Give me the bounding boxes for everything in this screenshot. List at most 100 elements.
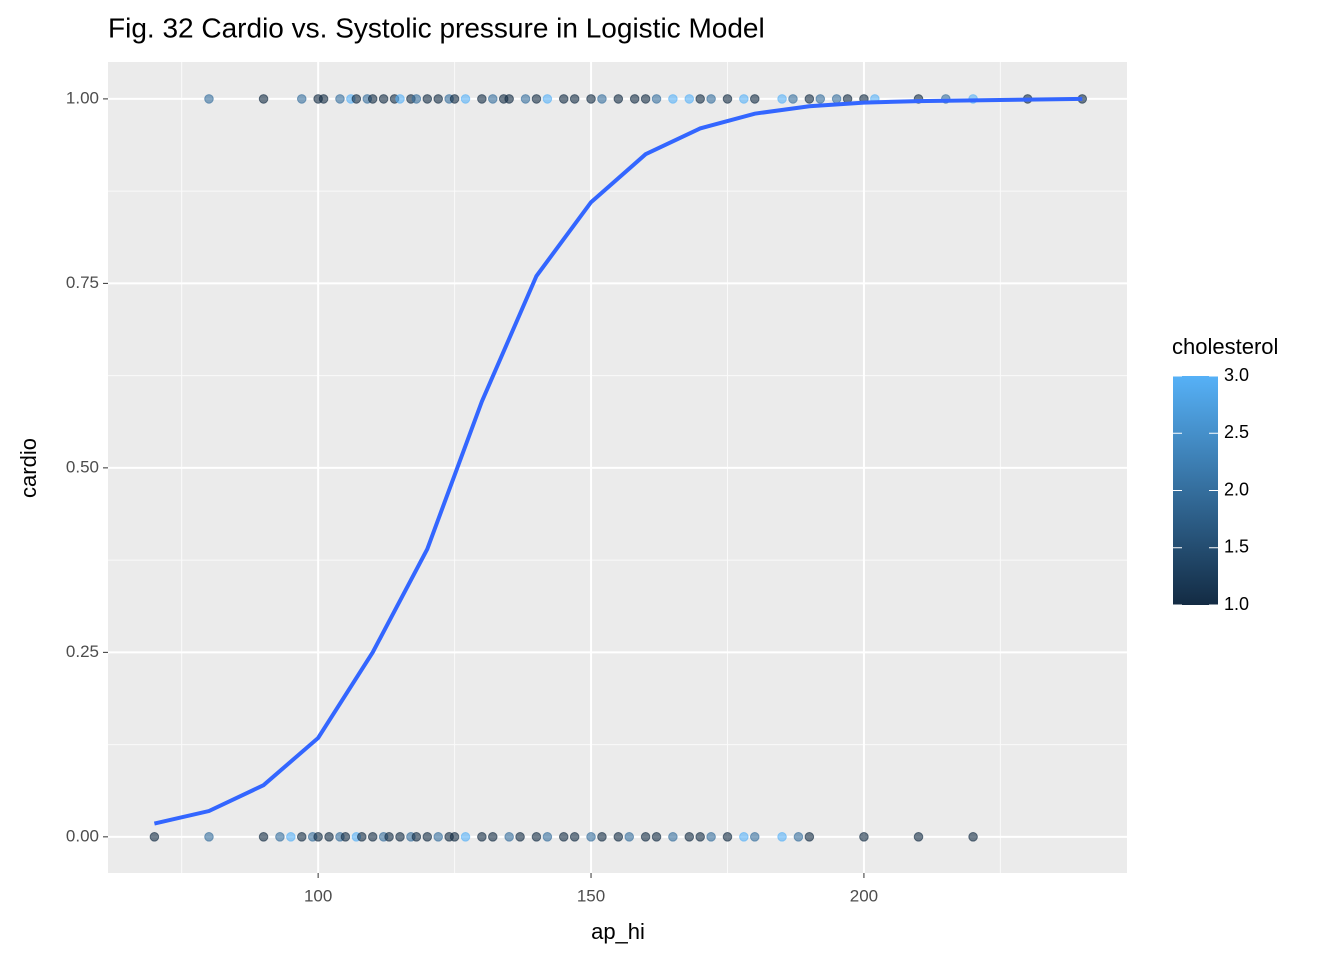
point [460, 94, 471, 104]
point [433, 94, 444, 104]
point [411, 94, 422, 104]
point [367, 94, 378, 104]
legend-tick-label: 2.0 [1224, 479, 1249, 499]
point [695, 832, 705, 842]
point [629, 94, 640, 104]
point [296, 832, 307, 842]
point [613, 94, 624, 104]
point [597, 94, 607, 104]
point [684, 832, 695, 842]
point [422, 832, 433, 842]
point [586, 832, 596, 842]
point [204, 832, 214, 842]
point [586, 94, 596, 104]
point [968, 832, 978, 842]
point [804, 94, 815, 104]
x-tick-label: 200 [850, 886, 878, 905]
point [668, 832, 678, 842]
legend-title: cholesterol [1172, 334, 1278, 359]
point [149, 832, 160, 842]
point [815, 94, 826, 104]
point [651, 94, 662, 104]
point [520, 94, 531, 104]
fit-curve [153, 96, 1083, 826]
point [356, 832, 367, 842]
point [286, 832, 296, 842]
point [706, 832, 716, 842]
point [504, 94, 514, 104]
point [351, 94, 362, 104]
point [433, 832, 444, 842]
point [777, 94, 787, 104]
point [449, 94, 460, 104]
point [558, 94, 569, 104]
point [324, 832, 334, 842]
point [477, 832, 487, 842]
legend-tick-label: 3.0 [1224, 365, 1249, 385]
point [449, 832, 460, 842]
point [384, 832, 394, 842]
point [542, 832, 553, 842]
y-tick-label: 0.25 [66, 642, 99, 661]
point [640, 94, 651, 104]
point [340, 832, 351, 842]
point [695, 94, 705, 104]
point [422, 94, 433, 104]
point [722, 94, 733, 104]
y-tick-label: 0.50 [66, 457, 99, 476]
point [668, 94, 678, 104]
point [913, 832, 924, 842]
point [313, 832, 323, 842]
point [624, 832, 635, 842]
point [395, 94, 405, 104]
point [296, 94, 307, 104]
x-axis-label: ap_hi [591, 919, 645, 944]
point [460, 832, 471, 842]
point [749, 832, 760, 842]
point [335, 94, 345, 104]
y-axis-label: cardio [16, 438, 41, 498]
point [378, 94, 389, 104]
point [788, 94, 798, 104]
point [542, 94, 553, 104]
point [597, 832, 607, 842]
point [793, 832, 804, 842]
point [411, 832, 422, 842]
point [777, 832, 787, 842]
point [558, 832, 569, 842]
point [318, 94, 329, 104]
y-tick-label: 0.00 [66, 826, 99, 845]
point [749, 94, 760, 104]
point [395, 832, 405, 842]
point [569, 832, 580, 842]
point [722, 832, 733, 842]
legend-tick-label: 1.5 [1224, 537, 1249, 557]
legend-tick-label: 1.0 [1224, 594, 1249, 614]
point [275, 832, 285, 842]
point [569, 94, 580, 104]
y-tick-label: 0.75 [66, 273, 99, 292]
point [258, 94, 269, 104]
point [487, 832, 498, 842]
point [613, 832, 624, 842]
point [706, 94, 716, 104]
point [504, 832, 514, 842]
point [477, 94, 487, 104]
legend-tick-label: 2.5 [1224, 422, 1249, 442]
y-tick-label: 1.00 [66, 88, 99, 107]
point [684, 94, 695, 104]
x-tick-label: 150 [577, 886, 605, 905]
x-tick-label: 100 [304, 886, 332, 905]
point [531, 832, 542, 842]
point [367, 832, 378, 842]
point [204, 94, 214, 104]
chart-title: Fig. 32 Cardio vs. Systolic pressure in … [108, 12, 765, 43]
point [515, 832, 525, 842]
point [859, 832, 869, 842]
point [831, 94, 842, 104]
point [531, 94, 542, 104]
point [739, 832, 749, 842]
point [651, 832, 662, 842]
point [258, 832, 269, 842]
